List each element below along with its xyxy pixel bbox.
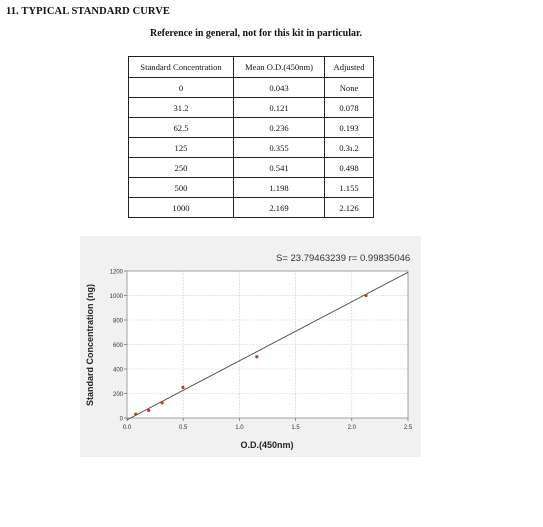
section-title: 11. TYPICAL STANDARD CURVE — [6, 6, 171, 17]
fit-line — [126, 271, 409, 421]
data-point-3 — [181, 385, 185, 389]
table-cell: 0.121 — [233, 97, 325, 118]
table-row: 500 1.198 1.155 — [128, 177, 374, 198]
table-cell: 62.5 — [128, 117, 234, 138]
table-cell: 2.126 — [324, 197, 374, 218]
table-row: 31.2 0.121 0.078 — [128, 97, 374, 118]
data-point-1 — [147, 408, 151, 412]
x-axis-label: O.D.(450nm) — [240, 440, 293, 450]
table-row: 62.5 0.236 0.193 — [128, 117, 374, 138]
y-tick-label: 200 — [113, 392, 124, 398]
y-tick-label: 1000 — [110, 294, 124, 300]
reference-note: Reference in general, not for this kit i… — [150, 28, 363, 39]
y-tick-label: 600 — [113, 343, 124, 349]
y-tick-label: 400 — [113, 368, 124, 374]
axis-ticks: 0 200 400 600 800 1000 1200 0.0 0.5 1.0 1.5 2.0 2.5 — [110, 270, 413, 432]
data-point-0 — [134, 412, 138, 416]
table-row: 1000 2.169 2.126 — [128, 197, 374, 218]
table-cell: 0.236 — [233, 117, 325, 138]
table-cell: 0.498 — [324, 157, 374, 178]
table-cell: 500 — [128, 177, 234, 198]
y-tick-label: 800 — [113, 319, 124, 325]
header-mean-od: Mean O.D.(450nm) — [233, 56, 325, 78]
table-cell: 125 — [128, 137, 234, 158]
table-cell: 0.078 — [324, 97, 374, 118]
table-cell: 0.355 — [233, 137, 325, 158]
table-cell: 2.169 — [233, 197, 325, 218]
table-cell: None — [324, 77, 374, 98]
table-row: 250 0.541 0.498 — [128, 157, 374, 178]
table-cell: 1000 — [128, 197, 234, 218]
table-cell: 0.3ı.2 — [324, 137, 374, 158]
header-standard-concentration: Standard Concentration — [128, 56, 234, 78]
data-point-4 — [255, 355, 259, 359]
y-tick-label: 1200 — [110, 270, 124, 276]
x-tick-label: 2.0 — [348, 425, 357, 431]
x-tick-label: 0.5 — [179, 425, 188, 431]
table-cell: 1.198 — [233, 177, 325, 198]
x-tick-label: 1.5 — [291, 425, 300, 431]
header-adjusted: Adjusted — [324, 56, 374, 78]
table-cell: 1.155 — [324, 177, 374, 198]
x-tick-label: 2.5 — [404, 425, 413, 431]
table-header-row: Standard Concentration Mean O.D.(450nm) … — [128, 56, 374, 78]
x-tick-label: 1.0 — [235, 425, 244, 431]
table-cell: 250 — [128, 157, 234, 178]
data-point-5 — [364, 293, 368, 298]
data-points — [134, 293, 368, 416]
x-tick-label: 0.0 — [123, 425, 132, 431]
table-cell: 0 — [128, 77, 234, 98]
y-tick-label: 0 — [120, 417, 124, 423]
table-cell: 31.2 — [128, 97, 234, 118]
table-cell: 0.193 — [324, 117, 374, 138]
standard-curve-chart: 0 200 400 600 800 1000 1200 0.0 0.5 1.0 1.5 2.0 2.5 … — [80, 236, 421, 457]
grid-lines — [127, 271, 408, 418]
y-axis-label: Standard Concentration (ng) — [85, 284, 95, 406]
standard-curve-table: Standard Concentration Mean O.D.(450nm) … — [128, 56, 374, 218]
fit-annotation: S= 23.79463239 r= 0.99835046 — [276, 253, 410, 264]
data-point-2 — [160, 401, 164, 405]
table-row: 0 0.043 None — [128, 77, 374, 98]
table-cell: 0.541 — [233, 157, 325, 178]
table-cell: 0.043 — [233, 77, 325, 98]
table-row: 125 0.355 0.3ı.2 — [128, 137, 374, 158]
